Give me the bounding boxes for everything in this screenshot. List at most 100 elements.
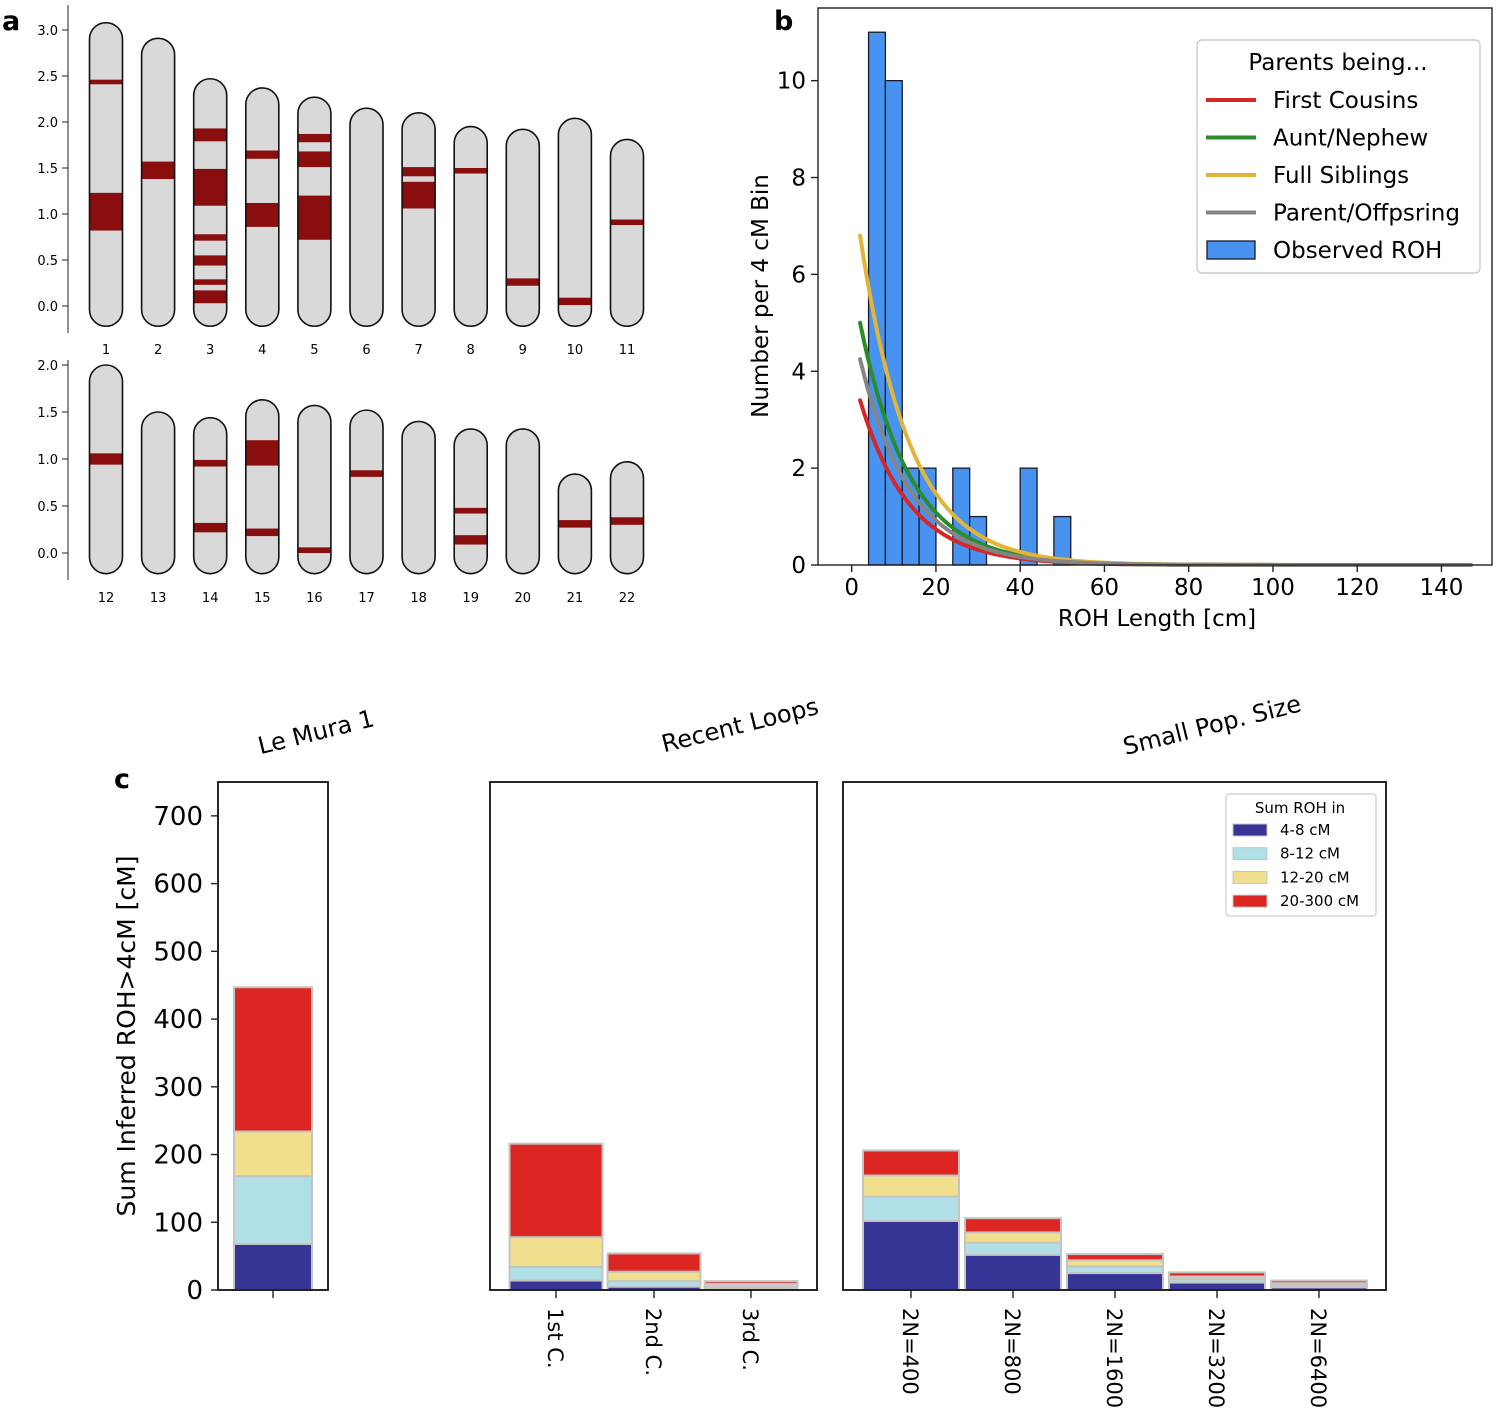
roh-segment [89, 192, 123, 231]
roh-segment [454, 507, 488, 514]
histogram-bar [1019, 467, 1038, 566]
chromosome-outline [245, 398, 280, 575]
legend-swatch [1232, 894, 1268, 908]
y-tick-label: 4 [791, 359, 806, 385]
legend-swatch [1206, 240, 1256, 260]
legend-entry: 4-8 cM [1280, 821, 1330, 839]
bar-segment-20-300cm [862, 1149, 960, 1177]
chromosome-label: 20 [515, 591, 532, 606]
legend-frame [1196, 39, 1481, 274]
chromosome-label: 18 [410, 591, 427, 606]
chromosome-7 [402, 112, 436, 327]
chromosome-outline [557, 117, 593, 328]
x-tick-label: 1st C. [543, 1308, 567, 1369]
group-recent-loops: 1st C. 2nd C. 3rd C. Recent Loops [489, 692, 821, 1376]
x-tick-label: 2N=800 [1000, 1308, 1024, 1395]
chromosome-body [297, 405, 331, 574]
y-axis-label: Sum Inferred ROH>4cM [cM] [112, 856, 141, 1217]
y-tick-label: 2 [791, 456, 806, 482]
bar-segment-20-300cm [964, 1217, 1062, 1234]
bar-segment-20-300cm [233, 986, 313, 1133]
bar-segment-8-12cm [508, 1265, 604, 1282]
bar-segment-20-300cm [606, 1252, 702, 1273]
bar-segment-8-12cm [1066, 1265, 1164, 1275]
bar-segment-4-8cm [508, 1279, 604, 1292]
chromosome-label: 15 [254, 591, 271, 606]
y-tick-label: 0 [186, 1276, 203, 1306]
chromosome-body [350, 108, 383, 327]
y-tick-label: 1.5 [37, 406, 58, 421]
chromosome-15 [245, 399, 279, 574]
chromosome-body [402, 112, 436, 327]
y-tick-label: 2.0 [37, 116, 58, 131]
group-frame [489, 781, 818, 1291]
panel-b-histogram: b 0 20 40 60 80 100 120 140 0 2 4 6 8 10 ROH Length [c… [748, 6, 1493, 632]
chromosome-20 [506, 428, 540, 574]
chromosome-5 [297, 97, 331, 327]
y-tick-label: 10 [777, 69, 806, 95]
chromosome-outline [505, 128, 541, 328]
chromosome-18 [402, 421, 436, 574]
bar-segment-20-300cm [1270, 1279, 1368, 1285]
y-tick-label: 0.0 [37, 547, 58, 562]
bar-segment-8-12cm [964, 1241, 1062, 1256]
x-tick-label: 20 [921, 575, 950, 601]
roh-segment [297, 151, 331, 168]
roh-segment [350, 470, 383, 477]
bar-segment-8-12cm [233, 1175, 313, 1245]
y-tick-label: 300 [153, 1073, 203, 1103]
y-tick-label: 100 [153, 1208, 203, 1238]
legend-entry: 20-300 cM [1280, 892, 1359, 910]
chromosome-body [558, 118, 592, 327]
legend-entry: Aunt/Nephew [1273, 126, 1428, 152]
chromosome-12 [89, 365, 123, 574]
roh-segment [610, 517, 644, 525]
chromosome-label: 19 [462, 591, 479, 606]
roh-segment [193, 168, 227, 206]
chromosome-10 [558, 118, 592, 327]
chromosome-body [610, 139, 644, 327]
group-title: Le Mura 1 [255, 704, 377, 760]
roh-segment [193, 255, 227, 266]
chromosome-label: 22 [619, 591, 636, 606]
chromosome-label: 17 [358, 591, 375, 606]
bar-segment-12-20cm [862, 1174, 960, 1198]
legend-entry: Parent/Offpsring [1273, 201, 1460, 227]
chromosome-3 [193, 78, 227, 327]
group-le-mura-1: Le Mura 1 [217, 704, 377, 1298]
curve-parent-offpsring [858, 357, 1473, 567]
chromosome-body [506, 428, 540, 574]
chromosome-22 [610, 461, 644, 574]
roh-segment [454, 168, 488, 174]
x-tick-label: 100 [1251, 575, 1295, 601]
y-tick-label: 0.5 [37, 254, 58, 269]
roh-segment [245, 150, 279, 159]
legend-swatch [1232, 823, 1268, 837]
bar-segment-4-8cm [1168, 1281, 1266, 1291]
bar-segment-12-20cm [964, 1231, 1062, 1244]
chromosome-label: 11 [619, 343, 636, 358]
y-tick-label: 400 [153, 1005, 203, 1035]
roh-segment [193, 290, 227, 304]
chromosome-body [402, 421, 436, 574]
x-tick-label: 2nd C. [641, 1308, 665, 1376]
roh-segment [193, 522, 227, 533]
x-tick-label: 80 [1174, 575, 1203, 601]
chromosome-body [350, 410, 383, 574]
bar-segment-12-20cm [508, 1236, 604, 1268]
chromosome-outline [88, 21, 124, 328]
chromosome-body [89, 22, 123, 327]
chromosome-outline [245, 87, 280, 328]
chromosome-19 [454, 428, 488, 574]
panel-label-c: c [114, 764, 130, 795]
roh-segment [89, 453, 123, 465]
y-tick-label: 1.0 [37, 453, 58, 468]
x-tick-label: 2N=6400 [1306, 1308, 1330, 1408]
roh-segment [506, 278, 540, 286]
legend-title: Parents being... [1248, 50, 1427, 76]
legend-entry: 12-20 cM [1280, 868, 1350, 886]
legend: Parents being... First Cousins Aunt/Nephew… [1196, 39, 1481, 274]
chromosome-label: 2 [154, 343, 162, 358]
chromosome-body [245, 399, 279, 574]
x-tick-label: 0 [844, 575, 859, 601]
